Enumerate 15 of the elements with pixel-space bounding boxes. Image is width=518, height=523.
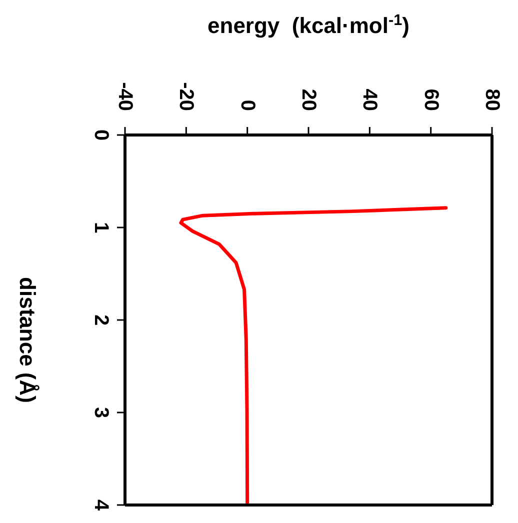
x-tick-label: 60 xyxy=(420,88,442,111)
y-tick-label: 3 xyxy=(90,406,112,418)
x-tick-label: -20 xyxy=(175,82,198,111)
x-tick-label: 0 xyxy=(236,100,258,111)
x-tick-label: 20 xyxy=(298,88,320,111)
y-tick-label: 2 xyxy=(90,314,112,326)
x-tick-label: 80 xyxy=(481,88,503,111)
y-tick-label: 1 xyxy=(90,222,112,234)
x-tick-label: -40 xyxy=(114,82,136,111)
y-axis-title: distance (Å) xyxy=(16,277,40,403)
x-tick-label: 40 xyxy=(358,88,381,111)
x-axis-title: energy (kcal·mol$^{-1}$) xyxy=(208,12,410,38)
line-series xyxy=(179,206,448,505)
y-tick-label: 0 xyxy=(90,129,112,141)
y-tick-label: 4 xyxy=(90,499,112,512)
